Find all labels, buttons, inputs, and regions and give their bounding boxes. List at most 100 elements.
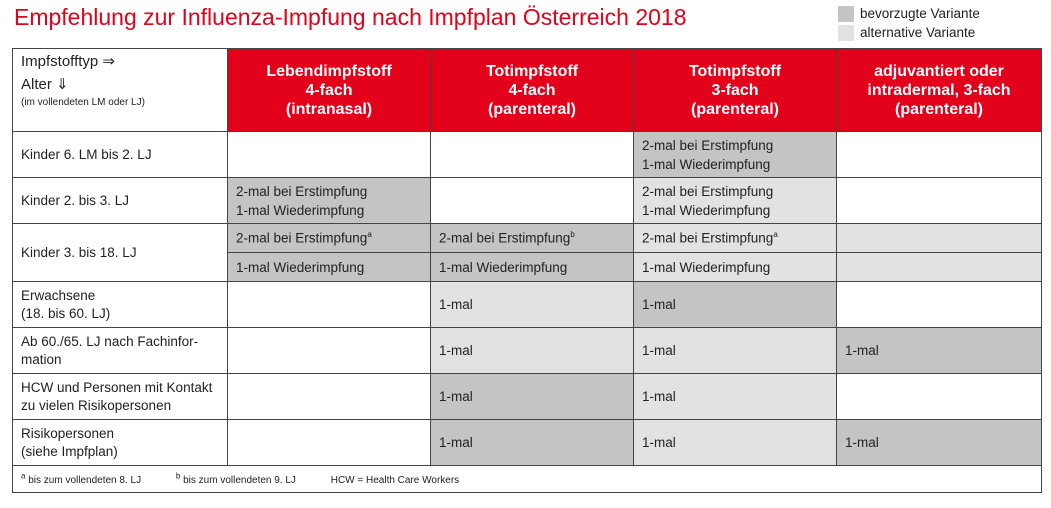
row-label: Risikopersonen (siehe Impfplan) xyxy=(12,419,228,466)
table-cell: 1-mal Wiederimpfung xyxy=(633,252,837,282)
column-header-inactivated-4: Totimpfstoff 4-fach (parenteral) xyxy=(430,48,634,132)
table-row: Kinder 3. bis 18. LJ 2-mal bei Erstimpfu… xyxy=(12,223,1042,282)
table-cell xyxy=(836,281,1042,328)
table-cell: 1-mal Wiederimpfung xyxy=(227,252,431,282)
row-label: Ab 60./65. LJ nach Fachinfor- mation xyxy=(12,327,228,374)
row-label-line: zu vielen Risikopersonen xyxy=(21,397,172,413)
row-label: Kinder 2. bis 3. LJ xyxy=(12,177,228,224)
table-cell xyxy=(430,131,634,178)
row-label-line: Erwachsene xyxy=(21,287,96,303)
footnote-mark: a xyxy=(367,230,372,240)
vaccine-type-label: Impfstofftyp ⇒ xyxy=(21,53,115,70)
column-header-line: intradermal, 3-fach xyxy=(867,81,1011,99)
table-cell: 1-mal xyxy=(430,419,634,466)
column-header-line: 3-fach xyxy=(711,81,759,99)
row-label-line: Risikopersonen xyxy=(21,425,115,441)
table-row: Kinder 6. LM bis 2. LJ 2-mal bei Erstimp… xyxy=(12,131,1042,178)
cell-text: 1-mal Wiederimpfung xyxy=(236,202,365,218)
table-cell: 2-mal bei Erstimpfungb xyxy=(430,223,634,253)
table-cell: 2-mal bei Erstimpfunga xyxy=(633,223,837,253)
table-cell xyxy=(836,131,1042,178)
footnote-b: b bis zum vollendeten 9. LJ xyxy=(175,471,312,487)
table-row: 1-mal Wiederimpfung 1-mal Wiederimpfung … xyxy=(13,252,1042,282)
column-header-line: 4-fach xyxy=(305,81,353,99)
page-title: Empfehlung zur Influenza-Impfung nach Im… xyxy=(14,4,687,30)
table-row: Ab 60./65. LJ nach Fachinfor- mation 1-m… xyxy=(12,327,1042,374)
footnote-hcw: HCW = Health Care Workers xyxy=(330,475,460,487)
table-cell xyxy=(836,252,1042,282)
table-cell: 1-mal xyxy=(430,327,634,374)
footnote-a: a bis zum vollendeten 8. LJ xyxy=(21,471,157,487)
table-cell: 2-mal bei Erstimpfunga xyxy=(227,223,431,253)
table-cell xyxy=(836,223,1042,253)
table-cell xyxy=(227,281,431,328)
column-header-inactivated-3: Totimpfstoff 3-fach (parenteral) xyxy=(633,48,837,132)
legend-swatch-preferred xyxy=(838,5,854,22)
column-header-line: (intranasal) xyxy=(285,100,373,118)
table-cell: 1-mal xyxy=(633,327,837,374)
table-cell: 1-mal xyxy=(633,281,837,328)
table-cell xyxy=(227,419,431,466)
table-cell: 1-mal xyxy=(836,327,1042,374)
table-cell xyxy=(430,177,634,224)
legend-preferred-label: bevorzugte Variante xyxy=(860,6,980,21)
column-header-adjuvanted: adjuvantiert oder intradermal, 3-fach (p… xyxy=(836,48,1042,132)
table-cell xyxy=(836,177,1042,224)
footnotes: a bis zum vollendeten 8. LJ b bis zum vo… xyxy=(12,465,1042,493)
table-header-row: Impfstofftyp ⇒ Alter ⇓ (im vollendeten L… xyxy=(12,48,1042,132)
table-row: Kinder 2. bis 3. LJ 2-mal bei Erstimpfun… xyxy=(12,177,1042,224)
footnote-mark: a xyxy=(21,471,26,481)
column-header-line: Totimpfstoff xyxy=(688,62,782,80)
column-header-line: (parenteral) xyxy=(690,100,780,118)
footnote-mark: a xyxy=(773,230,778,240)
row-label-line: (18. bis 60. LJ) xyxy=(21,305,111,321)
table-row: Erwachsene (18. bis 60. LJ) 1-mal 1-mal xyxy=(12,281,1042,328)
row-label-line: Ab 60./65. LJ nach Fachinfor- xyxy=(21,333,199,349)
row-label: HCW und Personen mit Kontakt zu vielen R… xyxy=(12,373,228,420)
table-cell: 1-mal xyxy=(430,281,634,328)
table-cell xyxy=(836,373,1042,420)
legend-preferred: bevorzugte Variante xyxy=(838,4,980,23)
cell-text: 2-mal bei Erstimpfung xyxy=(642,137,774,153)
table-cell xyxy=(227,327,431,374)
footnote-mark: b xyxy=(175,471,181,481)
row-label: Kinder 6. LM bis 2. LJ xyxy=(12,131,228,178)
footnote-mark: b xyxy=(570,230,575,240)
column-header-live-4: Lebendimpfstoff 4-fach (intranasal) xyxy=(227,48,431,132)
row-label: Kinder 3. bis 18. LJ xyxy=(12,223,228,282)
corner-cell: Impfstofftyp ⇒ Alter ⇓ (im vollendeten L… xyxy=(12,48,228,132)
legend-alternative: alternative Variante xyxy=(838,23,980,42)
table-row: HCW und Personen mit Kontakt zu vielen R… xyxy=(12,373,1042,420)
table-cell: 1-mal Wiederimpfung xyxy=(430,252,634,282)
column-header-line: (parenteral) xyxy=(894,100,984,118)
column-header-line: adjuvantiert oder xyxy=(874,62,1004,80)
row-label-line: HCW und Personen mit Kontakt xyxy=(21,379,213,395)
footnote-text: bis zum vollendeten 9. LJ xyxy=(180,475,296,487)
legend-alternative-label: alternative Variante xyxy=(860,25,976,40)
footnote-row: a bis zum vollendeten 8. LJ b bis zum vo… xyxy=(12,465,1042,493)
legend: bevorzugte Variante alternative Variante xyxy=(838,4,980,42)
cell-text: 2-mal bei Erstimpfung xyxy=(439,230,571,246)
footnote-text: bis zum vollendeten 8. LJ xyxy=(25,475,142,487)
cell-text: 2-mal bei Erstimpfung xyxy=(642,183,774,199)
age-note: (im vollendeten LM oder LJ) xyxy=(21,97,145,108)
cell-text: 2-mal bei Erstimpfung xyxy=(236,183,368,199)
column-header-line: 4-fach xyxy=(508,81,556,99)
cell-text: 1-mal Wiederimpfung xyxy=(642,202,771,218)
legend-swatch-alternative xyxy=(838,24,854,41)
row-label: Erwachsene (18. bis 60. LJ) xyxy=(12,281,228,328)
table-cell: 2-mal bei Erstimpfung 1-mal Wiederimpfun… xyxy=(633,131,837,178)
cell-text: 1-mal Wiederimpfung xyxy=(642,156,771,172)
table-cell: 1-mal xyxy=(836,419,1042,466)
table-cell: 2-mal bei Erstimpfung 1-mal Wiederimpfun… xyxy=(227,177,431,224)
cell-text: 2-mal bei Erstimpfung xyxy=(236,230,368,246)
row-label-line: mation xyxy=(21,351,62,367)
table-cell xyxy=(227,373,431,420)
table-cell: 1-mal xyxy=(633,419,837,466)
table-cell: 1-mal xyxy=(633,373,837,420)
age-label: Alter ⇓ xyxy=(21,76,69,93)
row-label-line: (siehe Impfplan) xyxy=(21,443,118,459)
column-header-line: (parenteral) xyxy=(487,100,577,118)
table-row: Risikopersonen (siehe Impfplan) 1-mal 1-… xyxy=(12,419,1042,466)
table-cell: 1-mal xyxy=(430,373,634,420)
